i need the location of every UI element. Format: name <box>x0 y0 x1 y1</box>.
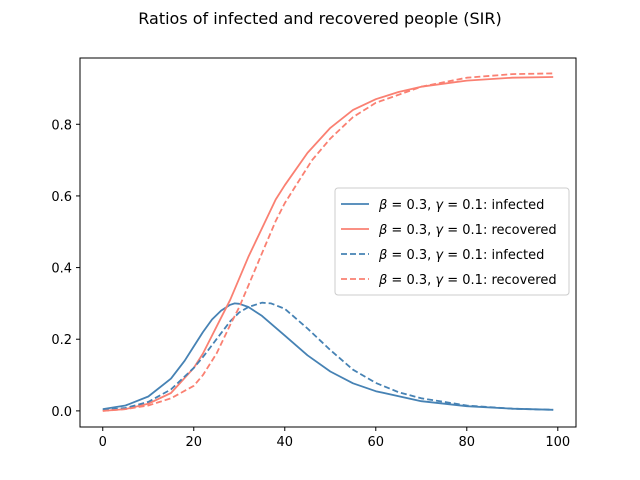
legend-label-part: β <box>378 273 387 288</box>
legend-label-part: β <box>378 198 387 213</box>
legend-label: β = 0.3, γ = 0.1: infected <box>378 198 544 213</box>
y-tick-label: 0.4 <box>51 262 72 277</box>
legend-label-part: β <box>378 248 387 263</box>
y-tick-label: 0.8 <box>51 118 72 133</box>
legend-label-part: = 0.3, <box>387 198 435 213</box>
y-tick-label: 0.0 <box>51 405 72 420</box>
y-axis: 0.0 0.2 0.4 0.6 0.8 <box>51 118 80 420</box>
legend-label-part: = 0.1: recovered <box>443 223 557 238</box>
x-tick-label: 100 <box>545 435 570 450</box>
legend-label-part: γ <box>435 223 444 238</box>
legend-label-part: = 0.1: infected <box>443 198 544 213</box>
series-line-2 <box>102 301 554 411</box>
legend-label: β = 0.3, γ = 0.1: recovered <box>378 223 557 238</box>
legend-label-part: = 0.3, <box>387 248 435 263</box>
x-tick-label: 60 <box>368 435 385 450</box>
x-tick-label: 20 <box>185 435 202 450</box>
y-tick-label: 0.6 <box>51 190 72 205</box>
series-line-3 <box>102 72 554 412</box>
legend-label-part: = 0.3, <box>387 273 435 288</box>
series-line-0 <box>102 302 554 411</box>
chart-title: Ratios of infected and recovered people … <box>138 9 502 28</box>
legend-label-part: = 0.3, <box>387 223 435 238</box>
legend-label: β = 0.3, γ = 0.1: recovered <box>378 273 557 288</box>
series-layer <box>102 72 554 412</box>
x-axis: 0 20 40 60 80 100 <box>99 427 570 450</box>
legend-box <box>334 187 570 296</box>
plot-frame <box>79 57 577 428</box>
legend-label-part: γ <box>435 248 444 263</box>
legend-label-part: = 0.1: infected <box>443 248 544 263</box>
plot-area <box>79 57 577 428</box>
y-tick-label: 0.2 <box>51 333 72 348</box>
x-tick-label: 80 <box>459 435 476 450</box>
legend-label-part: = 0.1: recovered <box>443 273 557 288</box>
legend-label: β = 0.3, γ = 0.1: infected <box>378 248 544 263</box>
x-tick-label: 40 <box>276 435 293 450</box>
legend-label-part: β <box>378 223 387 238</box>
legend-label-part: γ <box>435 273 444 288</box>
x-tick-label: 0 <box>99 435 107 450</box>
legend-label-part: γ <box>435 198 444 213</box>
